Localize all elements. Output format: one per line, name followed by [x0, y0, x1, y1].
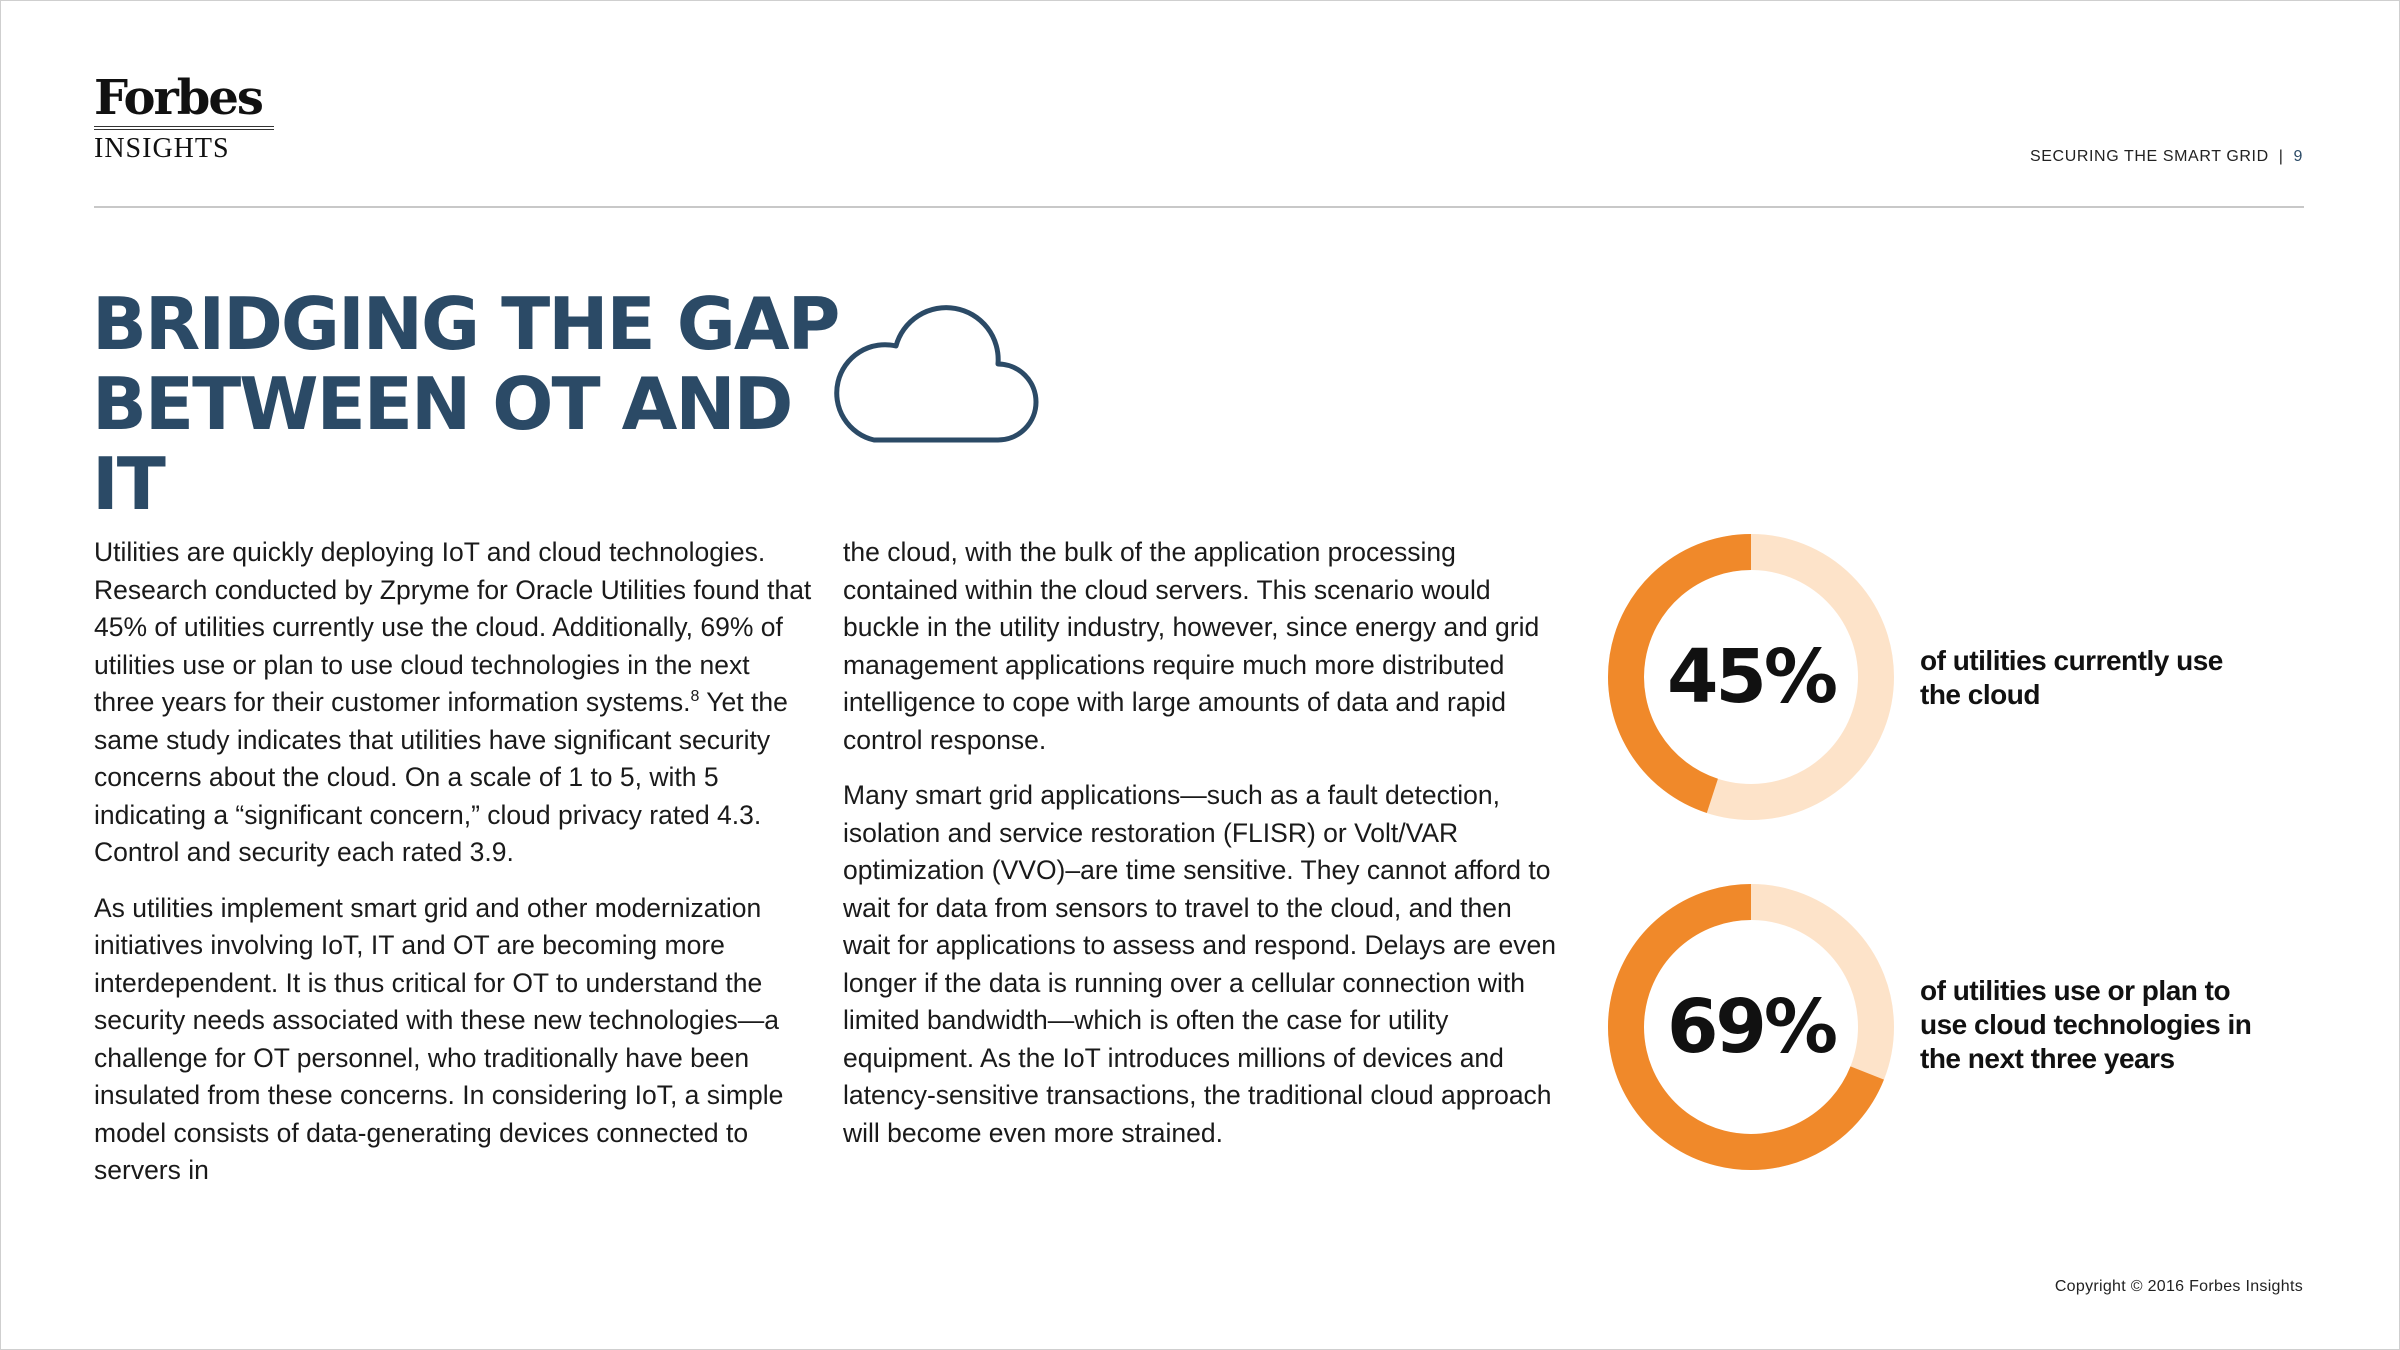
cloud-icon — [830, 296, 1050, 446]
donut-chart-69: 69% — [1606, 882, 1896, 1172]
paragraph: Many smart grid applications—such as a f… — [843, 780, 1556, 1148]
copyright: Copyright © 2016 Forbes Insights — [2054, 1278, 2303, 1295]
donut-segment — [1608, 884, 1884, 1170]
paragraph: As utilities implement smart grid and ot… — [94, 892, 784, 1186]
stat-caption: of utilities use or plan to use cloud te… — [1920, 975, 2252, 1074]
paragraph-text: Yet the same study indicates that utilit… — [94, 687, 788, 867]
title-line-2: BETWEEN OT AND IT — [92, 362, 793, 526]
logo-rule — [94, 126, 274, 130]
forbes-insights-logo: Forbes INSIGHTS — [94, 72, 274, 164]
donut-value-label: 45% — [1666, 634, 1838, 720]
page-number: 9 — [2293, 148, 2303, 165]
running-head: SECURING THE SMART GRID | 9 — [2030, 148, 2303, 166]
title-line-1: BRIDGING THE GAP — [92, 282, 840, 366]
donut-segment — [1608, 534, 1752, 813]
stat-caption: of utilities currently use the cloud — [1920, 645, 2223, 710]
body-column-1: Utilities are quickly deploying IoT and … — [94, 534, 814, 1208]
page-title: BRIDGING THE GAP BETWEEN OT AND IT — [92, 284, 852, 524]
logo-wordmark: Forbes — [94, 70, 264, 126]
logo-subtitle: INSIGHTS — [94, 133, 230, 164]
running-head-separator: | — [2278, 148, 2284, 165]
donut-value-label: 69% — [1666, 984, 1838, 1070]
paragraph: Utilities are quickly deploying IoT and … — [94, 534, 814, 872]
paragraph-text: Utilities are quickly deploying IoT and … — [94, 537, 812, 717]
paragraph: the cloud, with the bulk of the applicat… — [843, 537, 1540, 755]
section-title: SECURING THE SMART GRID — [2030, 148, 2269, 165]
donut-svg — [1608, 884, 1894, 1170]
header-divider — [94, 206, 2304, 208]
footnote-ref: 8 — [690, 688, 700, 706]
donut-svg — [1608, 534, 1894, 820]
donut-chart-45: 45% — [1606, 532, 1896, 822]
body-column-2: the cloud, with the bulk of the applicat… — [843, 534, 1563, 1170]
